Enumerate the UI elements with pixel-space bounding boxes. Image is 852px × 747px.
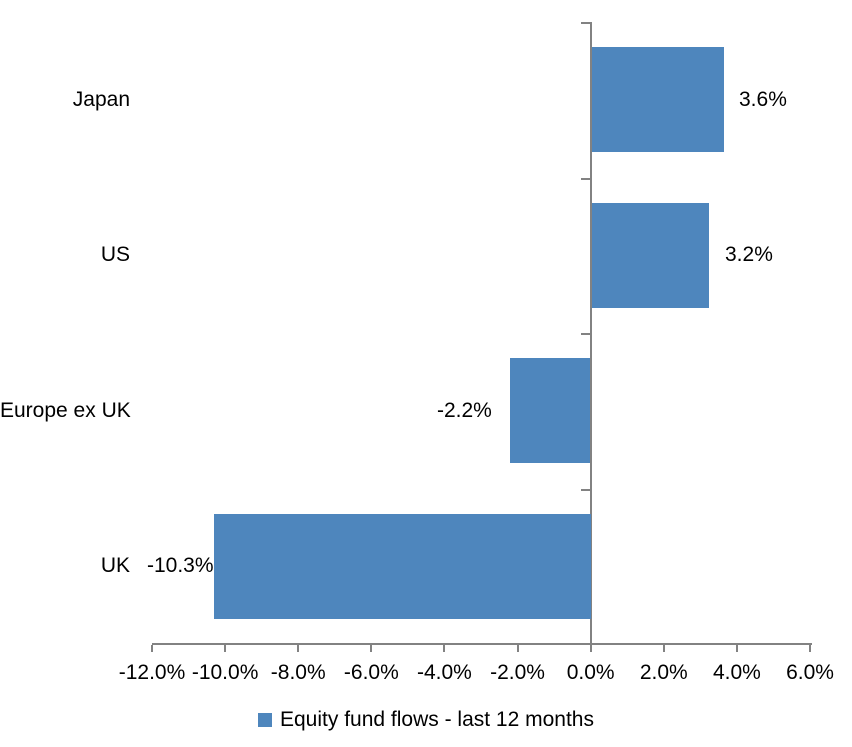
data-label: -10.3% [147,554,214,577]
x-axis-tick-label: -8.0% [270,661,326,684]
category-label: UK [100,554,130,577]
x-axis-tick [662,645,665,652]
x-axis-tick [735,645,738,652]
category-axis-tick [580,489,591,491]
x-axis-tick-label: 0.0% [566,661,615,684]
category-label: US [100,243,130,266]
data-label: -2.2% [437,399,492,422]
x-axis-tick-label: -10.0% [191,661,259,684]
value-axis-line [152,643,812,645]
data-label: 3.2% [725,243,773,266]
x-axis-tick [297,645,300,652]
bar-uk [214,514,592,619]
x-axis-tick-label: -6.0% [343,661,399,684]
bar-japan [591,47,724,152]
x-axis-tick [151,645,153,652]
x-axis-tick [443,645,446,652]
bar-europe-ex-uk [510,358,591,463]
x-axis-tick-label: 4.0% [712,661,761,684]
x-axis-tick-label: 2.0% [639,661,688,684]
category-axis-tick [580,22,591,24]
legend-swatch-icon [258,713,272,727]
bar-us [591,203,709,308]
x-axis-tick-label: -12.0% [118,661,186,684]
category-label: Japan [72,88,130,111]
x-axis-tick [809,645,811,652]
x-axis-tick [589,645,592,652]
x-axis-tick [516,645,519,652]
x-axis-tick [370,645,373,652]
x-axis-tick [224,645,227,652]
x-axis-tick-label: -2.0% [490,661,545,684]
x-axis-tick-label: -4.0% [417,661,472,684]
category-axis-tick [580,178,591,180]
category-axis-line [589,22,592,652]
legend: Equity fund flows - last 12 months [0,708,852,732]
category-axis-tick [580,333,591,335]
x-axis-tick-label: 6.0% [786,661,834,684]
category-label: Europe ex UK [0,399,131,422]
data-label: 3.6% [739,88,787,111]
legend-label: Equity fund flows - last 12 months [280,708,594,731]
